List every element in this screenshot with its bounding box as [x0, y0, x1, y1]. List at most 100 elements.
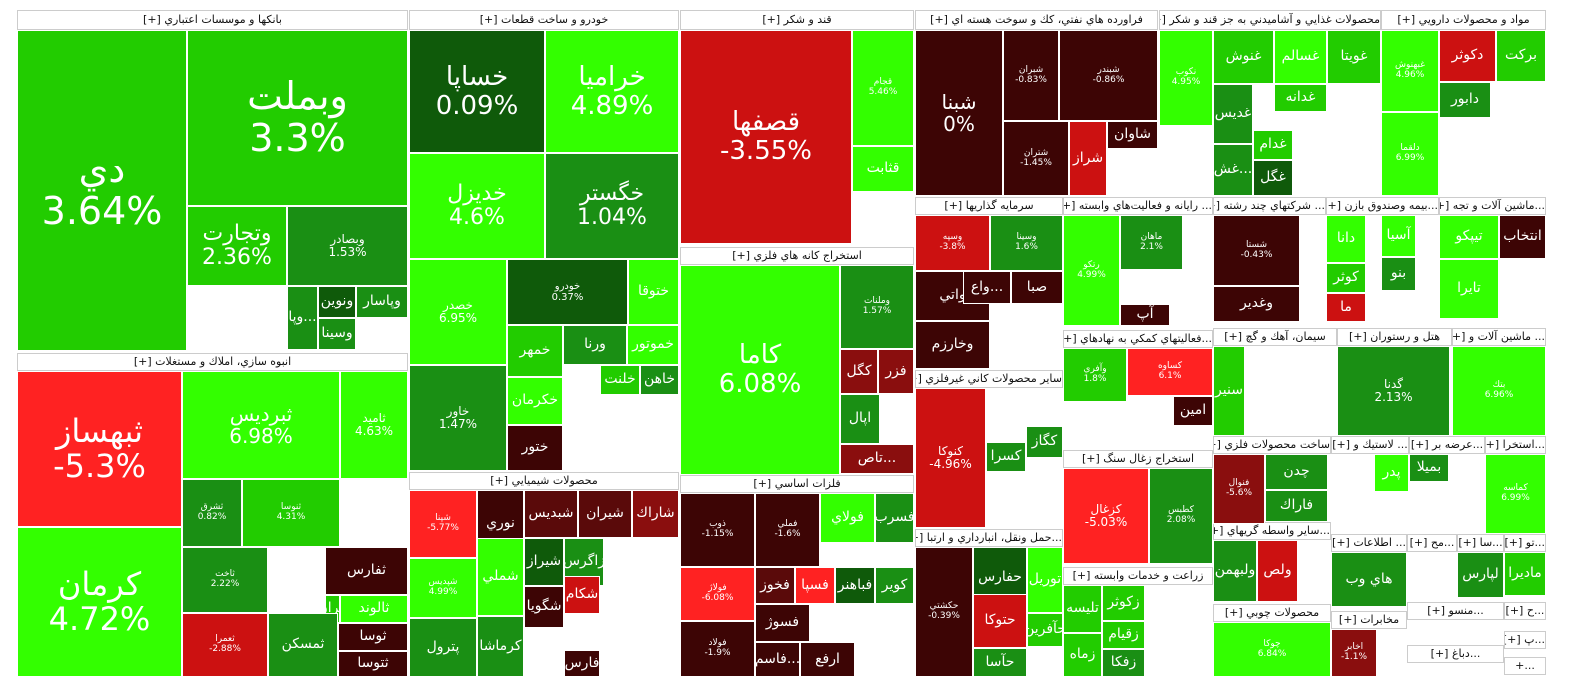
stock-tile[interactable]: فزر: [878, 349, 914, 394]
stock-tile[interactable]: شاوان: [1107, 121, 1158, 149]
sector-header[interactable]: ...دباغ [+]: [1407, 645, 1504, 663]
stock-tile[interactable]: شيراز: [524, 538, 564, 586]
stock-tile[interactable]: قصفها -3.55%: [680, 30, 852, 244]
stock-tile[interactable]: شكام: [564, 576, 600, 614]
sector-header[interactable]: ...منسو [+]: [1407, 602, 1504, 620]
stock-tile[interactable]: لپارس: [1457, 552, 1504, 598]
stock-tile[interactable]: وخارزم: [915, 321, 990, 369]
stock-tile[interactable]: ثتوسا: [338, 651, 408, 677]
sector-header[interactable]: بانكها و موسسات اعتباري [+]: [17, 10, 408, 30]
stock-tile[interactable]: امين: [1173, 396, 1213, 426]
stock-tile[interactable]: كساوه 6.1%: [1127, 348, 1213, 396]
stock-tile[interactable]: چدن: [1265, 454, 1328, 490]
sector-header[interactable]: زراعت و خدمات وابسته [+]: [1063, 567, 1213, 585]
stock-tile[interactable]: قثابت: [852, 146, 914, 192]
sector-header[interactable]: ...تو [+]: [1504, 534, 1546, 552]
stock-tile[interactable]: ارفع: [800, 642, 855, 677]
stock-tile[interactable]: كاما 6.08%: [680, 265, 840, 475]
sector-header[interactable]: ساير محصولات كاني غيرفلزي [+]: [915, 370, 1063, 388]
stock-tile[interactable]: فنوال -5.6%: [1213, 454, 1265, 524]
stock-tile[interactable]: كسرا: [986, 442, 1026, 472]
stock-tile[interactable]: كوثر: [1326, 263, 1366, 293]
stock-tile[interactable]: كگل: [840, 349, 878, 394]
stock-tile[interactable]: شستا -0.43%: [1213, 215, 1300, 286]
stock-tile[interactable]: هاي وب: [1331, 552, 1407, 607]
stock-tile[interactable]: وتجارت 2.36%: [187, 206, 287, 286]
stock-tile[interactable]: زماه: [1063, 633, 1102, 677]
stock-tile[interactable]: شبنا 0%: [915, 30, 1003, 196]
stock-tile[interactable]: ونوين: [318, 286, 356, 318]
stock-tile[interactable]: وسينا 1.6%: [990, 215, 1063, 271]
stock-tile[interactable]: ثنوسا 4.31%: [242, 479, 340, 547]
sector-header[interactable]: ...عرضه بر [+]: [1409, 436, 1485, 454]
stock-tile[interactable]: كرماشا: [477, 616, 524, 677]
stock-tile[interactable]: فباهنر: [835, 567, 875, 604]
stock-tile[interactable]: پترول: [409, 618, 477, 677]
stock-tile[interactable]: وبملت 3.3%: [187, 30, 408, 206]
sector-header[interactable]: ... لاستيك و [+]: [1331, 436, 1409, 454]
stock-tile[interactable]: تايرا: [1439, 259, 1499, 319]
stock-tile[interactable]: دلقما 6.99%: [1381, 112, 1439, 196]
stock-tile[interactable]: شتران -1.45%: [1003, 121, 1069, 196]
stock-tile[interactable]: فارس: [564, 650, 600, 677]
stock-tile[interactable]: انتخاب: [1499, 215, 1546, 259]
sector-header[interactable]: انبوه سازي، املاك و مستغلات [+]: [17, 353, 408, 371]
stock-tile[interactable]: زفكا: [1102, 649, 1145, 677]
stock-tile[interactable]: اپال: [840, 394, 880, 444]
stock-tile[interactable]: شپنا -5.77%: [409, 490, 477, 558]
stock-tile[interactable]: شراز: [1069, 121, 1107, 196]
stock-tile[interactable]: شيران: [578, 490, 632, 538]
stock-tile[interactable]: شپديس 4.99%: [409, 558, 477, 618]
stock-tile[interactable]: شاراك: [632, 490, 679, 538]
sector-header[interactable]: سيمان، آهك و گچ [+]: [1213, 328, 1337, 346]
stock-tile[interactable]: شبندر -0.86%: [1059, 30, 1158, 121]
stock-tile[interactable]: خكرمان: [507, 377, 563, 425]
stock-tile[interactable]: ولبهمن: [1213, 540, 1257, 602]
stock-tile[interactable]: غبهنوش 4.96%: [1381, 30, 1439, 112]
sector-header[interactable]: سرمايه گذاريها [+]: [915, 197, 1063, 215]
stock-tile[interactable]: نكوب 4.95%: [1159, 30, 1213, 126]
sector-header[interactable]: ...پ [+]: [1504, 631, 1546, 649]
stock-tile[interactable]: فولاي: [820, 493, 875, 543]
stock-tile[interactable]: خديزل 4.6%: [409, 153, 545, 259]
sector-header[interactable]: فراورده هاي نفتي، كك و سوخت هسته اي [+]: [915, 10, 1158, 30]
stock-tile[interactable]: بنو: [1381, 257, 1416, 291]
sector-header[interactable]: محصولات غذايي و آشاميدني به جز قند و شكر…: [1159, 10, 1381, 30]
sector-header[interactable]: ...استخرا [+]: [1485, 436, 1546, 454]
stock-tile[interactable]: كماسه 6.99%: [1485, 454, 1546, 534]
stock-tile[interactable]: غنوش: [1213, 30, 1274, 84]
stock-tile[interactable]: زكوثر: [1102, 585, 1145, 621]
stock-tile[interactable]: سنير: [1213, 346, 1245, 436]
sector-header[interactable]: ... ماشين آلات و [+]: [1452, 328, 1546, 346]
sector-header[interactable]: ...ح [+]: [1504, 602, 1546, 620]
stock-tile[interactable]: فسرب: [875, 493, 914, 543]
stock-tile[interactable]: شملي: [477, 538, 524, 616]
stock-tile[interactable]: خموتور: [627, 325, 679, 365]
stock-tile[interactable]: غش...: [1213, 144, 1253, 196]
stock-tile[interactable]: خراميا 4.89%: [545, 30, 679, 153]
stock-tile[interactable]: وسينا: [318, 318, 356, 350]
sector-header[interactable]: محصولات شيميايي [+]: [409, 472, 679, 490]
stock-tile[interactable]: ما: [1326, 293, 1366, 322]
stock-tile[interactable]: فولاژ -6.08%: [680, 567, 755, 621]
stock-tile[interactable]: چوكا 6.84%: [1213, 622, 1331, 677]
stock-tile[interactable]: بميلا: [1409, 454, 1449, 482]
sector-header[interactable]: ... اطلاعات [+]: [1331, 534, 1407, 552]
stock-tile[interactable]: فملي -1.6%: [755, 493, 820, 567]
stock-tile[interactable]: فسپا: [795, 567, 835, 604]
stock-tile[interactable]: بتك 6.96%: [1452, 346, 1546, 436]
stock-tile[interactable]: پدر: [1374, 454, 1409, 492]
stock-tile[interactable]: تيپكو: [1439, 215, 1499, 259]
stock-tile[interactable]: وبصادر 1.53%: [287, 206, 408, 286]
sector-header[interactable]: ...حمل ونقل، انبارداري و ارتبا [+]: [915, 529, 1063, 547]
stock-tile[interactable]: ولص: [1257, 540, 1298, 602]
stock-tile[interactable]: ثمسكن: [268, 613, 338, 677]
stock-tile[interactable]: ورنا: [563, 325, 627, 365]
stock-tile[interactable]: دابور: [1439, 82, 1491, 118]
sector-header[interactable]: ...ماشين آلات و تجه [+]: [1439, 197, 1546, 215]
stock-tile[interactable]: فسوژ: [755, 604, 810, 642]
stock-tile[interactable]: گدنا 2.13%: [1337, 346, 1450, 436]
stock-tile[interactable]: خلنت: [600, 365, 640, 395]
sector-header[interactable]: ...سا [+]: [1457, 534, 1504, 552]
stock-tile[interactable]: غدانه: [1274, 84, 1327, 112]
